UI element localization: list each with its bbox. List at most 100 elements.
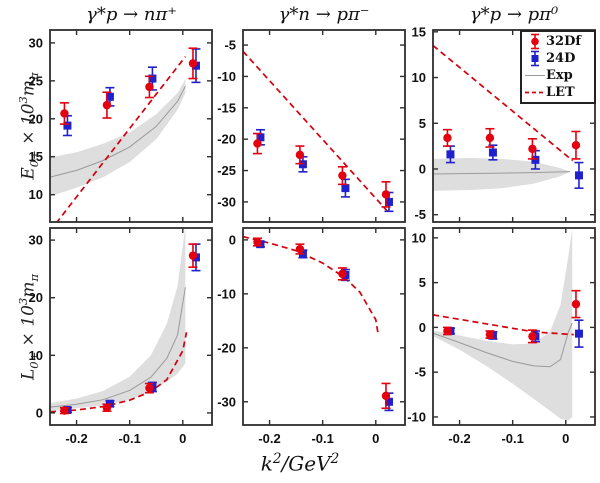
y-label-symbol: L: [18, 368, 39, 381]
y-label-exponent: 3: [16, 96, 30, 104]
let-prediction-line: [50, 332, 188, 413]
axis-ticks: [243, 228, 405, 425]
data-point-32Df: [381, 382, 391, 410]
y-tick-label: 0: [419, 161, 426, 176]
data-point-32Df: [442, 326, 452, 336]
x-tick-label: -0.1: [501, 431, 523, 446]
y-label-multiplier: × 10: [18, 103, 39, 151]
y-tick-label: -10: [407, 409, 426, 424]
y-tick-label: 25: [29, 73, 43, 88]
panel-title-n-pi-plus: γ*p → nπ⁺: [86, 4, 177, 25]
y-tick-label: 20: [29, 290, 43, 305]
data-point-32Df: [337, 165, 347, 186]
exp-central-line: [433, 322, 573, 368]
panel-border: [432, 29, 596, 223]
x-tick-label: 0: [562, 431, 569, 446]
y-label-unit: m: [18, 281, 39, 298]
red-dashed-line-icon: [524, 84, 546, 101]
data-point-24D: [574, 161, 584, 189]
data-point-32Df: [485, 127, 495, 148]
legend-label: Exp: [546, 68, 573, 83]
legend-item-32Df: 32Df: [524, 33, 592, 50]
y-tick-label: 5: [419, 275, 426, 290]
data-point-32Df: [144, 382, 154, 394]
data-point-32Df: [295, 145, 305, 165]
y-tick-label: -30: [217, 194, 236, 209]
x-tick-label: -0.2: [258, 431, 280, 446]
data-point-32Df: [527, 329, 537, 344]
x-label-symbol: k: [260, 451, 273, 476]
let-prediction-line: [243, 50, 389, 212]
x-label-unit: /GeV: [281, 451, 331, 476]
y-tick-label: -25: [217, 163, 236, 178]
panel-title-p-pi-zero: γ*p → pπ⁰: [469, 4, 559, 25]
legend-item-LET: LET: [524, 84, 592, 101]
panel-e0plus-p-pi-minus: -30 -25 -20 -15 -10 -5: [217, 29, 406, 223]
y-axis-label-l0plus: L0+ × 103mπ: [11, 242, 41, 412]
exp-central-line: [50, 85, 186, 178]
x-axis-label: k2/GeV2: [0, 451, 600, 476]
panel-l0plus-p-pi-minus: -30 -20 -10 0 -0.2 -0.1 0: [217, 227, 406, 446]
red-circle-errorbar-icon: [524, 33, 546, 50]
y-tick-label: -5: [414, 207, 426, 222]
data-point-32Df: [102, 91, 112, 119]
data-point-32Df: [381, 181, 391, 208]
exp-uncertainty-band: [50, 228, 186, 411]
legend-item-Exp: Exp: [524, 67, 592, 84]
let-prediction-line: [433, 44, 574, 162]
y-label-unit-subscript: π: [27, 72, 42, 80]
y-tick-label: 10: [29, 187, 43, 202]
data-point-32Df: [571, 289, 581, 319]
exp-central-line: [433, 171, 571, 175]
gray-line-icon: [524, 67, 546, 84]
data-point-32Df: [252, 237, 262, 247]
exp-uncertainty-band: [433, 228, 573, 421]
x-tick-label: 0: [372, 431, 379, 446]
x-label-exponent: 2: [272, 451, 282, 467]
y-tick-label: 15: [412, 24, 426, 39]
x-tick-label: -0.1: [118, 431, 140, 446]
y-tick-label: 0: [419, 320, 426, 335]
panel-border: [242, 29, 406, 223]
panel-e0plus-n-pi-plus: 10 15 20 25 30: [29, 29, 213, 223]
y-label-exponent: 3: [16, 297, 30, 306]
legend-label: 32Df: [546, 34, 581, 49]
y-tick-label: 10: [412, 230, 426, 245]
axis-ticks: [50, 228, 212, 425]
panel-e0plus-p-pi-zero: -5 0 5 10 15: [412, 24, 596, 223]
data-point-32Df: [527, 138, 537, 160]
legend-label: 24D: [546, 51, 576, 66]
data-point-32Df: [571, 130, 581, 160]
y-tick-label: 10: [29, 348, 43, 363]
y-tick-label: -20: [217, 132, 236, 147]
data-point-24D: [574, 319, 584, 348]
y-tick-label: -10: [217, 69, 236, 84]
panel-border: [49, 227, 213, 426]
data-point-32Df: [252, 132, 262, 155]
axis-ticks: [50, 30, 212, 222]
legend-label: LET: [546, 85, 575, 100]
data-point-32Df: [188, 243, 198, 268]
y-label-unit: m: [18, 79, 39, 97]
panel-l0plus-n-pi-plus: 0 10 20 30 -0.2 -0.1 0: [29, 227, 213, 446]
data-point-32Df: [337, 267, 347, 281]
exp-uncertainty-band: [50, 79, 186, 197]
y-label-unit-subscript: π: [27, 273, 42, 282]
x-tick-label: -0.1: [311, 431, 333, 446]
x-tick-label: 0: [179, 431, 186, 446]
y-label-multiplier: × 10: [18, 305, 39, 352]
blue-square-errorbar-icon: [524, 50, 546, 67]
data-point-32Df: [102, 403, 112, 412]
data-point-32Df: [144, 75, 154, 99]
y-tick-label: 0: [229, 232, 236, 247]
x-tick-label: -0.2: [448, 431, 470, 446]
legend: 32Df 24D Exp LET: [520, 30, 596, 104]
y-tick-label: 30: [29, 233, 43, 248]
exp-central-line: [50, 287, 186, 408]
y-label-subscript: 0+: [27, 351, 42, 369]
axis-ticks: [243, 30, 405, 222]
panel-border: [49, 29, 213, 223]
y-tick-label: -30: [217, 394, 236, 409]
